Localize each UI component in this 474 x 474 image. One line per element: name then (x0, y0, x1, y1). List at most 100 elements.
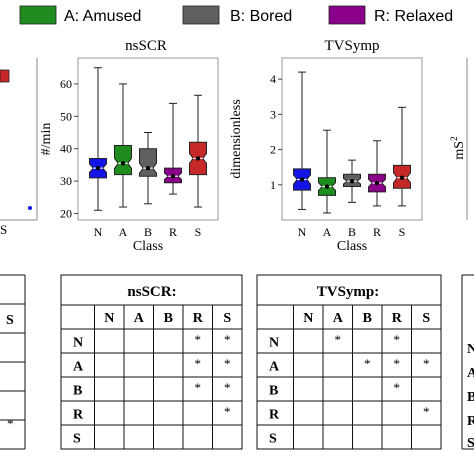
table-cell-significance: * (195, 356, 202, 371)
table-cell-significance: * (224, 332, 231, 347)
right-partial-row-n: N (467, 342, 474, 357)
table-title: TVSymp: (317, 284, 380, 300)
x-tick-label: N (94, 225, 103, 239)
right-partial-row-s: S (467, 436, 474, 451)
y-tick-label: 40 (60, 142, 72, 156)
mean-marker (374, 180, 380, 186)
legend-label-relaxed: R: Relaxed (374, 8, 453, 25)
mean-marker (195, 156, 201, 161)
legend-label-amused: A: Amused (64, 8, 141, 25)
left-partial-cell-s: S (6, 313, 14, 328)
table-row-header: B (269, 383, 278, 398)
box-R (368, 140, 386, 207)
chart-title: TVSymp (324, 38, 379, 54)
mean-marker (399, 175, 405, 180)
y-tick-label: 2 (270, 143, 276, 157)
mean-marker (299, 177, 305, 182)
mean-marker (145, 165, 151, 171)
plot-frame (77, 57, 219, 221)
box-body (139, 148, 157, 177)
table-title: nsSCR: (127, 284, 176, 300)
x-tick-label: S (399, 225, 406, 239)
table-cell-significance: * (394, 332, 401, 347)
right-partial-row-r: R (467, 414, 474, 429)
table-col-header: R (193, 311, 204, 326)
right-partial-row-b: B (467, 390, 474, 405)
x-axis-label: Class (133, 239, 163, 254)
mean-marker (170, 174, 176, 179)
table-cell-significance: * (195, 380, 202, 395)
right-partial-ylabel: mS2 (449, 136, 467, 159)
boxplot-panel-nsscr: nsSCR #/min Class 20 30 40 50 60 N A B R S (39, 38, 219, 254)
x-tick-label: B (348, 225, 356, 239)
table-border (256, 274, 442, 450)
table-cell-significance: * (423, 356, 430, 371)
right-partial-plot: mS2 (449, 58, 468, 220)
box-A (318, 129, 336, 214)
table-row-header: R (269, 407, 280, 422)
table-cell-significance: * (195, 332, 202, 347)
table-cell-significance: * (224, 404, 231, 419)
box-body (114, 144, 132, 176)
table-row-header: S (269, 431, 277, 446)
table-col-header: S (422, 311, 430, 326)
y-tick-label: 50 (60, 109, 72, 123)
mean-marker (349, 179, 355, 184)
box-A (114, 83, 132, 208)
boxplot-panel-tvsymp: TVSymp dimensionless Class 1 2 3 4 N A B R S (229, 38, 423, 254)
table-cell-significance: * (224, 380, 231, 395)
table-row-header: B (73, 383, 82, 398)
table-col-header: B (164, 311, 173, 326)
table-row-header: A (269, 359, 280, 374)
table-col-header: N (104, 311, 114, 326)
left-partial-outlier (28, 206, 32, 210)
table-cell-significance: * (394, 380, 401, 395)
left-partial-box (0, 69, 10, 83)
y-axis-label: #/min (39, 123, 54, 156)
y-tick-label: 30 (60, 174, 72, 188)
table-row-header: N (73, 335, 83, 350)
right-partial-row-a: A (467, 366, 474, 381)
x-axis-label: Class (337, 239, 367, 254)
table-col-header: R (392, 311, 403, 326)
table-cell-significance: * (423, 404, 430, 419)
left-partial-plot: S (0, 58, 38, 237)
table-row-header: R (73, 407, 84, 422)
legend-swatch-bored (182, 5, 220, 25)
box-B (343, 159, 361, 203)
legend: A: Amused B: Bored R: Relaxed (19, 5, 453, 25)
y-axis-label: dimensionless (229, 99, 244, 178)
y-tick-label: 20 (60, 207, 72, 221)
boxplots: nsSCR #/min Class 20 30 40 50 60 N A B R S TVSymp dime… (39, 38, 423, 254)
box-S (189, 94, 207, 208)
table-row-header: S (73, 431, 81, 446)
x-tick-label: A (323, 225, 332, 239)
mean-marker (120, 161, 126, 166)
x-tick-label: B (144, 225, 152, 239)
table-col-header: S (223, 311, 231, 326)
x-tick-label: S (195, 225, 202, 239)
x-tick-label: R (373, 225, 381, 239)
left-partial-cell-star: * (7, 416, 14, 431)
legend-swatch-amused (19, 5, 57, 25)
legend-label-bored: B: Bored (230, 8, 292, 25)
mean-marker (324, 184, 330, 189)
x-tick-label: A (119, 225, 128, 239)
mean-marker (95, 165, 101, 171)
table-col-header: A (333, 311, 344, 326)
table-col-header: A (134, 311, 145, 326)
table-col-header: B (363, 311, 372, 326)
chart-title: nsSCR (125, 38, 167, 54)
right-partial-table: N A B R S (461, 274, 474, 451)
significance-table-nsscr: nsSCR:N A B R SN * *A * *B * *R *S (60, 274, 243, 450)
significance-table-tvsymp: TVSymp:N A B R SN * *A * * *B *R *S (256, 274, 442, 450)
y-tick-label: 60 (60, 77, 72, 91)
table-border (60, 274, 243, 450)
left-partial-table: S * (0, 274, 26, 450)
legend-swatch-relaxed (328, 5, 366, 25)
box-S (393, 106, 411, 207)
table-row-header: N (269, 335, 279, 350)
table-col-header: N (303, 311, 313, 326)
